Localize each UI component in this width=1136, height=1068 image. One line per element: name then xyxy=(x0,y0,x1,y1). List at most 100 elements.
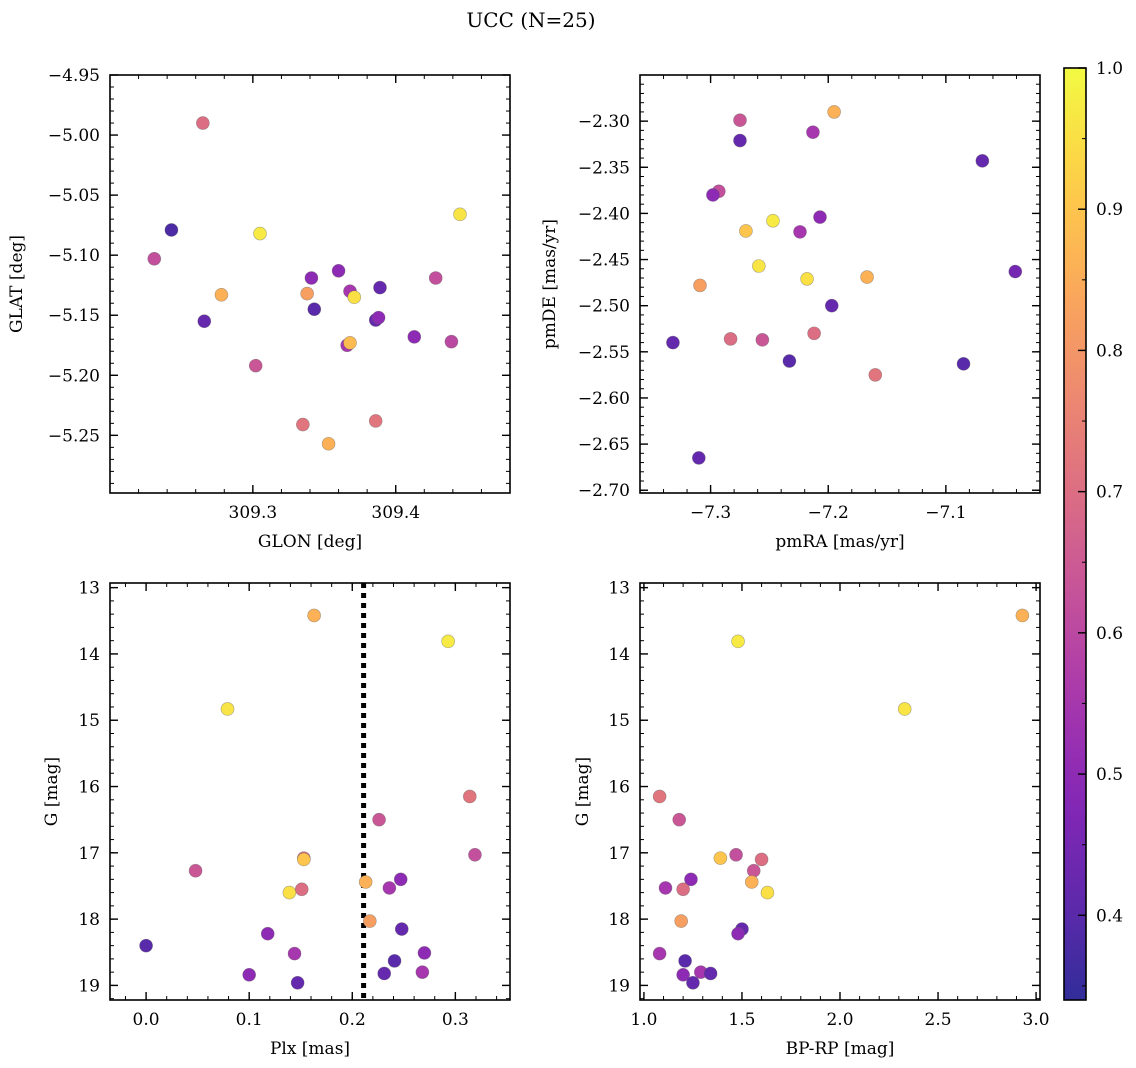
scatter-point xyxy=(347,290,362,305)
y-tick-label: −2.45 xyxy=(578,251,630,271)
colorbar-tick-label: 0.9 xyxy=(1096,200,1123,220)
scatter-point xyxy=(692,451,706,465)
scatter-point xyxy=(253,226,267,241)
scatter-point xyxy=(860,270,874,284)
scatter-point xyxy=(394,922,409,936)
scatter-point xyxy=(415,965,430,979)
scatter-point xyxy=(331,263,346,278)
plot-frame xyxy=(639,582,1041,1001)
scatter-point xyxy=(197,314,212,329)
scatter-point xyxy=(678,954,692,968)
panel-4: 1.0 1.5 2.0 2.5 3.0 13 14 15 16 17 18 19 BP-RP [mag]… xyxy=(573,579,1050,1059)
colorbar: 0.4 0.5 0.6 0.7 0.8 0.9 1.0 xyxy=(1063,59,1123,1001)
y-tick-label: 15 xyxy=(78,711,100,731)
scatter-point xyxy=(652,946,667,961)
scatter-point xyxy=(287,946,302,961)
scatter-point xyxy=(754,852,769,867)
scatter-point xyxy=(343,336,357,350)
scatter-point xyxy=(307,608,321,623)
scatter-point xyxy=(813,210,827,224)
y-tick-label: 16 xyxy=(78,778,100,798)
scatter-point xyxy=(358,875,373,889)
scatter-point xyxy=(294,882,309,897)
x-tick-label: 3.0 xyxy=(1023,1010,1050,1030)
y-axis-label: G [mag] xyxy=(573,757,593,826)
scatter-point xyxy=(468,848,482,862)
scatter-point xyxy=(441,634,455,649)
x-tick-label: 0.3 xyxy=(442,1010,469,1030)
scatter-point xyxy=(827,105,841,119)
colorbar-tick-label: 0.4 xyxy=(1096,906,1123,926)
y-tick-label: −2.50 xyxy=(578,297,630,317)
x-tick-label: 309.4 xyxy=(371,503,420,523)
y-axis-label: pmDE [mas/yr] xyxy=(540,219,560,349)
scatter-point xyxy=(242,968,256,982)
y-tick-label: −2.65 xyxy=(578,435,630,455)
y-tick-label: 18 xyxy=(78,910,100,930)
scatter-point xyxy=(373,280,387,295)
scatter-point xyxy=(296,417,310,432)
scatter-point xyxy=(666,335,680,350)
scatter-point xyxy=(975,154,990,168)
scatter-point xyxy=(731,926,745,941)
panel-2: −7.3 −7.2 −7.1 −2.70 −2.65 −2.60 −2.55 −2.50 −2.… xyxy=(540,74,1041,552)
y-tick-label: 15 xyxy=(608,711,630,731)
scatter-point xyxy=(300,286,314,301)
scatter-point xyxy=(321,436,336,451)
scatter-point xyxy=(307,302,322,317)
scatter-point xyxy=(713,851,728,865)
x-tick-label: 0.1 xyxy=(236,1010,263,1030)
scatter-point xyxy=(428,271,443,285)
scatter-point xyxy=(139,938,153,953)
scatter-point xyxy=(417,946,432,960)
x-axis-label: GLON [deg] xyxy=(258,532,362,552)
y-tick-label: 17 xyxy=(608,844,630,864)
scatter-point xyxy=(793,225,807,239)
y-axis-label: GLAT [deg] xyxy=(7,235,27,333)
panel-1: 309.3 309.4 −5.25 −5.20 −5.15 −5.10 −5.05 −5.00… xyxy=(7,66,511,552)
y-tick-label: 19 xyxy=(608,976,630,996)
scatter-point xyxy=(746,863,761,878)
scatter-point xyxy=(248,358,263,373)
scatter-point xyxy=(377,966,392,981)
x-tick-label: 309.3 xyxy=(229,503,278,523)
x-tick-label: 1.5 xyxy=(728,1010,755,1030)
scatter-point xyxy=(956,357,971,371)
colorbar-tick-label: 0.5 xyxy=(1096,765,1123,785)
scatter-point xyxy=(387,954,402,968)
scatter-point xyxy=(766,213,780,228)
scatter-point xyxy=(800,272,814,286)
y-tick-label: −2.70 xyxy=(578,481,630,501)
y-tick-label: 18 xyxy=(608,910,630,930)
scatter-point xyxy=(362,914,377,928)
scatter-point xyxy=(806,125,820,140)
scatter-point xyxy=(729,848,743,862)
panel-3: 0.0 0.1 0.2 0.3 13 14 15 16 17 18 19 Plx [mas] G [ma… xyxy=(42,579,511,1059)
scatter-point xyxy=(220,702,235,716)
x-tick-label: 2.0 xyxy=(826,1010,853,1030)
scatter-point xyxy=(706,188,720,202)
y-tick-label: −2.60 xyxy=(578,389,630,409)
scatter-point xyxy=(1008,264,1023,279)
x-tick-label: 1.0 xyxy=(630,1010,657,1030)
scatter-point xyxy=(807,326,821,341)
scatter-point xyxy=(684,872,698,887)
scatter-point xyxy=(382,881,397,895)
y-tick-label: −4.95 xyxy=(48,66,100,86)
y-tick-label: 14 xyxy=(78,645,100,665)
x-axis-label: BP-RP [mag] xyxy=(786,1039,895,1059)
scatter-point xyxy=(672,812,687,827)
colorbar-gradient xyxy=(1064,68,1086,1000)
y-tick-label: −5.15 xyxy=(48,306,100,326)
y-tick-label: −5.25 xyxy=(48,426,100,446)
scatter-point xyxy=(897,702,912,716)
scatter-point xyxy=(824,298,839,313)
scatter-point xyxy=(371,310,386,325)
y-tick-label: −5.10 xyxy=(48,246,100,266)
x-tick-label: 0.0 xyxy=(133,1010,160,1030)
scatter-point xyxy=(407,330,422,344)
x-tick-label: 2.5 xyxy=(925,1010,952,1030)
scatter-point xyxy=(658,881,673,895)
scatter-point xyxy=(453,207,467,222)
y-tick-label: −5.00 xyxy=(48,126,100,146)
